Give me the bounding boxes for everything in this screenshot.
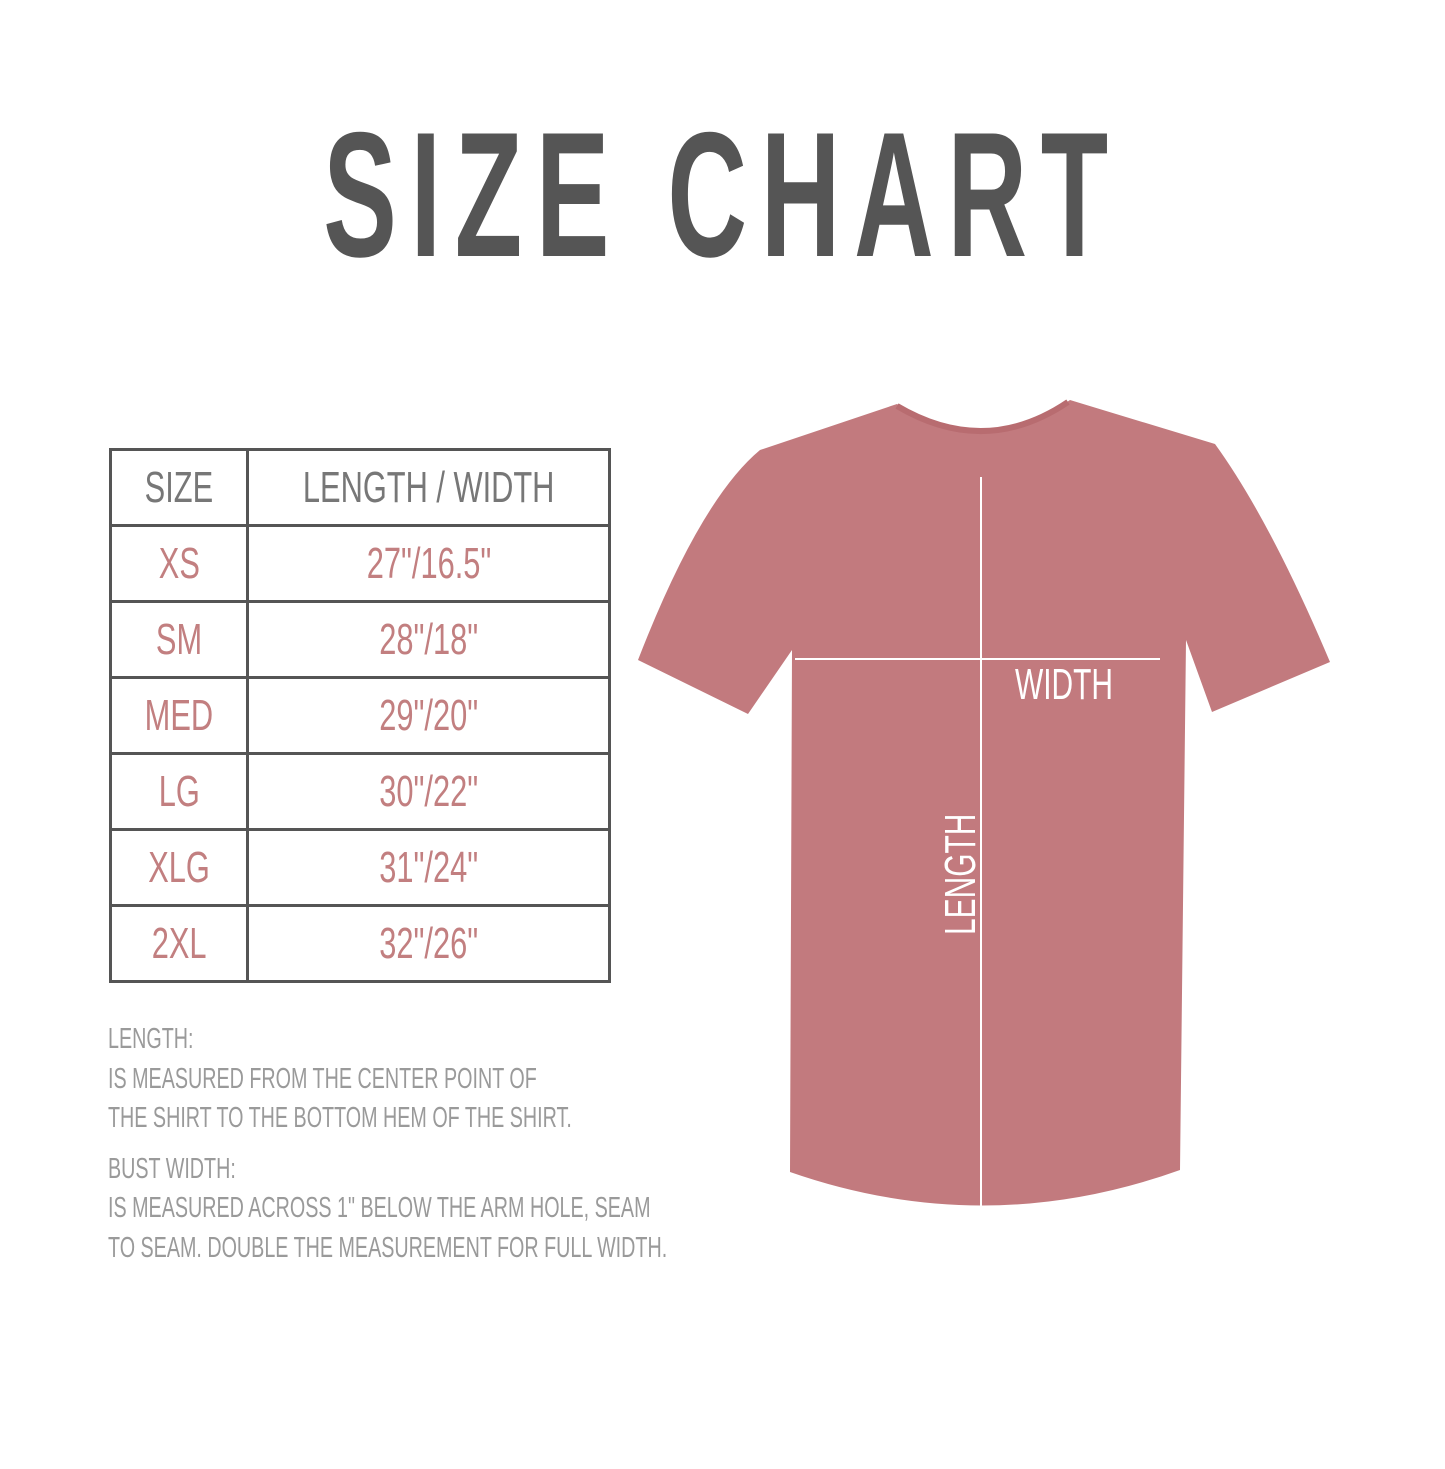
measurement-notes: LENGTH: IS MEASURED FROM THE CENTER POIN…	[108, 1020, 930, 1268]
size-cell: 2XL	[151, 918, 207, 968]
table-row: SM 28"/18"	[109, 600, 612, 679]
tshirt-shape	[638, 400, 1330, 1206]
width-line: TO SEAM. DOUBLE THE MEASUREMENT FOR FULL…	[108, 1231, 668, 1264]
header-length-width: LENGTH / WIDTH	[302, 462, 555, 512]
size-cell: SM	[155, 614, 203, 664]
table-row: MED 29"/20"	[109, 676, 612, 755]
measure-cell: 31"/24"	[379, 842, 479, 892]
size-cell: LG	[158, 766, 200, 816]
measure-cell: 29"/20"	[379, 690, 479, 740]
page-title: SIZE CHART	[323, 95, 1122, 294]
length-line: THE SHIRT TO THE BOTTOM HEM OF THE SHIRT…	[108, 1102, 572, 1134]
width-heading: BUST WIDTH:	[108, 1152, 236, 1185]
length-label-text: LENGTH	[936, 813, 985, 935]
width-label: WIDTH	[1015, 660, 1159, 710]
size-cell: MED	[144, 690, 214, 740]
length-line: IS MEASURED FROM THE CENTER POINT OF	[108, 1062, 537, 1095]
measure-cell: 32"/26"	[379, 918, 479, 968]
size-table: SIZE LENGTH / WIDTH XS 27"/16.5" SM 28"/18…	[109, 448, 612, 983]
table-header-row: SIZE LENGTH / WIDTH	[109, 448, 612, 527]
header-size: SIZE	[144, 462, 214, 512]
measure-cell: 27"/16.5"	[366, 538, 491, 588]
width-label-text: WIDTH	[1015, 660, 1114, 709]
width-line: IS MEASURED ACROSS 1" BELOW THE ARM HOLE…	[108, 1192, 651, 1224]
size-cell: XLG	[148, 842, 210, 892]
length-label: LENGTH	[936, 757, 986, 935]
table-row: 2XL 32"/26"	[109, 904, 612, 983]
table-row: XS 27"/16.5"	[109, 524, 612, 603]
size-cell: XS	[158, 538, 200, 588]
measure-cell: 30"/22"	[379, 766, 479, 816]
tshirt-collar	[895, 399, 1070, 434]
length-heading: LENGTH:	[108, 1023, 194, 1055]
table-row: LG 30"/22"	[109, 752, 612, 831]
measure-cell: 28"/18"	[379, 614, 479, 664]
table-row: XLG 31"/24"	[109, 828, 612, 907]
